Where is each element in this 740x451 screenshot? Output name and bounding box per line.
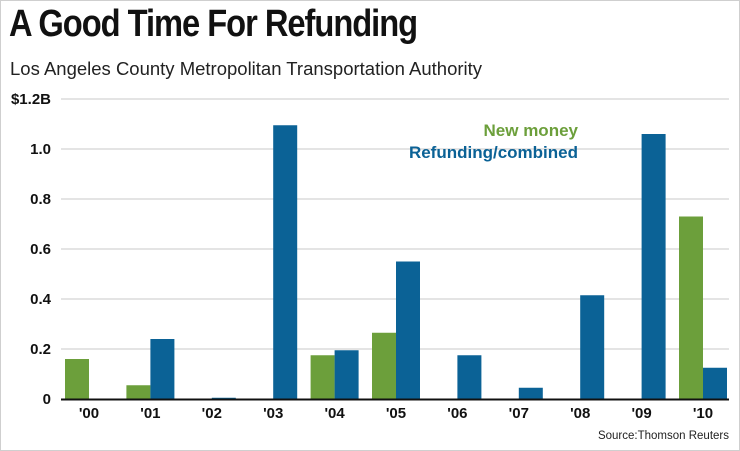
bar-new-money-2001 xyxy=(126,385,151,399)
x-tick-label: '01 xyxy=(140,405,160,422)
y-tick-label: 0.8 xyxy=(30,191,51,208)
legend-entry-new-money: New money xyxy=(484,121,579,140)
legend: New money Refunding/combined xyxy=(409,121,579,162)
y-tick-label: 0 xyxy=(43,391,51,408)
x-tick-label: '07 xyxy=(509,405,529,422)
bar-refunding-2008 xyxy=(580,295,605,399)
x-tick-label: '03 xyxy=(263,405,283,422)
source-note: Source:Thomson Reuters xyxy=(597,430,729,442)
chart-subtitle: Los Angeles County Metropolitan Transpor… xyxy=(10,58,483,79)
x-tick-label: '05 xyxy=(386,405,406,422)
bar-refunding-2005 xyxy=(396,261,420,399)
legend-entry-refunding-combined: Refunding/combined xyxy=(409,143,578,162)
bar-new-money-2005 xyxy=(372,332,396,399)
chart-title: A Good Time For Refunding xyxy=(9,3,418,45)
y-tick-label: $1.2B xyxy=(11,91,51,108)
bar-new-money-2004 xyxy=(310,355,335,399)
bar-refunding-2001 xyxy=(150,339,175,399)
grid-lines xyxy=(61,98,729,350)
x-tick-label: '00 xyxy=(79,405,99,422)
bar-new-money-2010 xyxy=(679,216,703,399)
x-tick-label: '10 xyxy=(693,405,713,422)
bar-refunding-2006 xyxy=(457,355,482,399)
x-tick-label: '02 xyxy=(202,405,222,422)
y-tick-label: 0.6 xyxy=(30,241,51,258)
bar-refunding-2007 xyxy=(518,387,543,399)
x-tick-label: '09 xyxy=(631,405,651,422)
bar-refunding-2003 xyxy=(273,125,298,399)
bar-new-money-2000 xyxy=(65,359,89,399)
x-tick-label: '08 xyxy=(570,405,590,422)
y-tick-label: 0.4 xyxy=(30,291,52,308)
bars xyxy=(65,125,727,400)
y-axis-tick-labels: 0 0.2 0.4 0.6 0.8 1.0 $1.2B xyxy=(11,91,52,408)
bar-refunding-2004 xyxy=(334,350,359,399)
bar-refunding-2010 xyxy=(703,367,727,399)
x-tick-label: '06 xyxy=(447,405,467,422)
x-axis-tick-labels: '00 '01 '02 '03 '04 '05 '06 '07 '08 '09 '10 xyxy=(79,405,713,422)
y-tick-label: 1.0 xyxy=(30,141,51,158)
y-tick-label: 0.2 xyxy=(30,341,51,358)
bar-refunding-2009 xyxy=(641,134,666,399)
x-tick-label: '04 xyxy=(324,405,345,422)
